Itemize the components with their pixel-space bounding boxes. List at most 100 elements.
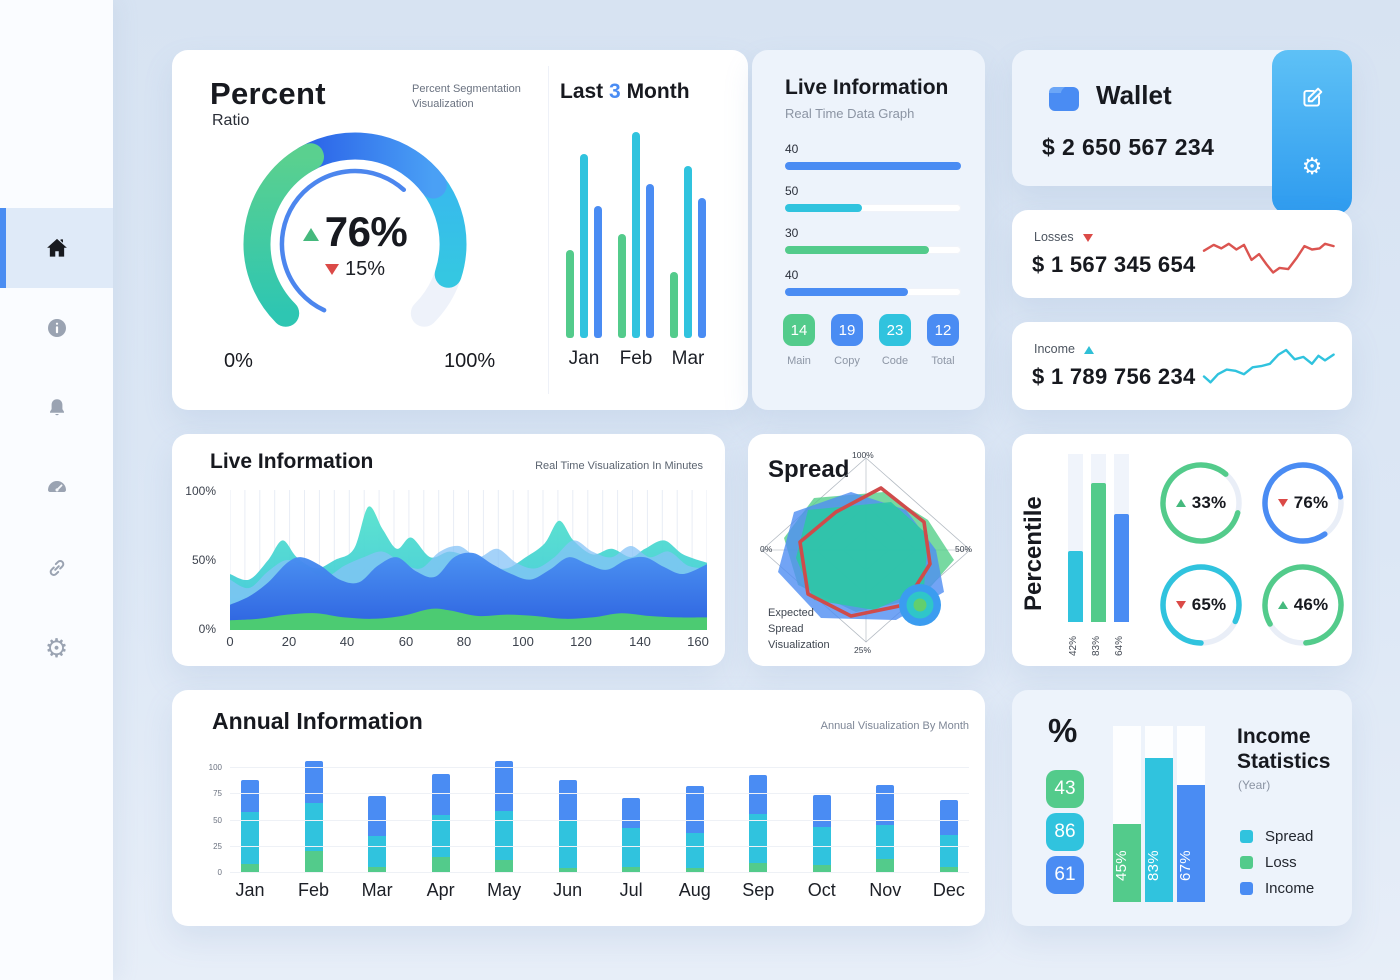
stack-segment-loss: [685, 867, 704, 872]
live-info-subtitle: Real Time Data Graph: [785, 106, 915, 121]
x-axis-label: Apr: [426, 880, 455, 900]
stack-segment-loss: [558, 867, 577, 872]
progress-fill: [785, 204, 863, 212]
stack-segment-loss: [304, 851, 323, 872]
annual-column-oct: Oct: [802, 754, 842, 900]
sidebar-item-notifications[interactable]: [0, 368, 113, 448]
stack-segment-spread: [304, 802, 323, 851]
stack-segment-spread: [812, 826, 831, 865]
legend-item-income: Income: [1240, 880, 1314, 897]
percent-card-title: Percent: [210, 76, 326, 111]
x-axis-tick: 160: [687, 634, 709, 649]
stack-segment-loss: [368, 866, 387, 872]
annual-column-apr: Apr: [421, 754, 461, 900]
progress-row: 50: [785, 184, 961, 212]
caption-line: Visualization: [768, 638, 830, 651]
stack-segment-spread: [622, 827, 641, 867]
bar-stack: [241, 779, 259, 872]
sidebar-item-home[interactable]: [0, 208, 113, 288]
sidebar-items: ⚙: [0, 208, 113, 688]
bar: [594, 206, 602, 338]
progress-fill: [785, 246, 930, 254]
losses-card: Losses $ 1 567 345 654: [1012, 210, 1352, 298]
mini-bar-track: [1091, 454, 1106, 622]
sidebar-item-links[interactable]: [0, 528, 113, 608]
stack-segment-income: [685, 785, 704, 834]
stack-segment-spread: [431, 815, 450, 858]
y-axis-tick: 0: [217, 868, 222, 877]
badge-label: Total: [931, 355, 955, 367]
sidebar-item-dashboard[interactable]: [0, 448, 113, 528]
bar: [632, 132, 640, 338]
last-3-month-title: Last 3 Month: [560, 80, 690, 104]
income-label-text: Income: [1034, 342, 1075, 356]
edit-icon: [1303, 87, 1323, 107]
ring-value: 76%: [1260, 460, 1346, 546]
caption-line: Expected: [768, 607, 814, 619]
bar-group-mar: [666, 166, 710, 338]
title-word-3: 3: [609, 80, 621, 103]
live-information-card: Live Information Real Time Data Graph 40…: [752, 50, 985, 410]
annual-column-sep: Sep: [738, 754, 778, 900]
ring-value: 46%: [1260, 562, 1346, 648]
stack-segment-spread: [685, 833, 704, 868]
live-area-title: Live Information: [210, 450, 374, 473]
title-word-month: Month: [626, 80, 690, 103]
stack-segment-spread: [368, 836, 387, 867]
percentile-title: Percentile: [1020, 496, 1047, 612]
percent-card-caption: Percent Segmentation Visualization: [412, 83, 521, 111]
settings-button[interactable]: ⚙: [1294, 148, 1330, 184]
progress-fill: [785, 288, 909, 296]
edit-button[interactable]: [1294, 80, 1330, 116]
losses-sparkline-chart: [1202, 242, 1335, 274]
percent-badge: 61: [1046, 856, 1084, 894]
up-arrow-icon: [1084, 345, 1095, 354]
bar: [684, 166, 692, 338]
bar: [670, 272, 678, 338]
stat-badge-total: 12 Total: [926, 314, 960, 367]
percentile-mini-bars: [1068, 454, 1129, 622]
bar: [618, 234, 626, 338]
stack-segment-loss: [431, 857, 450, 872]
y-axis-tick: 50: [213, 816, 222, 825]
annual-column-jul: Jul: [611, 754, 651, 900]
gridline: [230, 820, 969, 821]
percent-card-subtitle: Ratio: [212, 112, 250, 129]
badge-value: 19: [831, 314, 863, 346]
sidebar-item-info[interactable]: [0, 288, 113, 368]
wallet-icon: [1048, 84, 1080, 117]
income-amount: $ 1 789 756 234: [1032, 364, 1196, 389]
gridline: [230, 846, 969, 847]
stat-bar-fill: 45%: [1113, 824, 1141, 902]
percent-ratio-card: Percent Ratio Percent Segmentation Visua…: [172, 50, 748, 410]
income-stats-subtitle: (Year): [1238, 778, 1271, 792]
x-axis-label: Feb: [298, 880, 330, 900]
percentile-card: Percentile 42% 83% 64% 33% 76% 65%: [1012, 434, 1352, 666]
wallet-card: Wallet $ 2 650 567 234 ⚙: [1012, 50, 1352, 214]
income-stats-badges: 43 86 61: [1046, 770, 1084, 899]
sidebar-item-settings[interactable]: ⚙: [0, 608, 113, 688]
stat-badge-main: 14 Main: [782, 314, 816, 367]
annual-bars: Jan Feb Mar Apr May Jun Jul Aug Sep Oct Nov Dec: [230, 754, 969, 900]
radar-axis-right: 50%: [955, 544, 973, 554]
live-info-title: Live Information: [785, 76, 949, 99]
radar-axis-bottom: 25%: [854, 645, 872, 655]
live-area-chart: [229, 490, 708, 635]
progress-row: 40: [785, 268, 961, 296]
x-axis-label: Jan: [568, 348, 600, 369]
losses-amount: $ 1 567 345 654: [1032, 252, 1196, 277]
legend-label: Loss: [1265, 854, 1297, 871]
stat-bar-label: 83%: [1145, 850, 1162, 882]
gauge-max-label: 100%: [444, 350, 496, 372]
income-sparkline-chart: [1202, 348, 1335, 384]
progress-label: 40: [785, 142, 799, 156]
progress-label: 50: [785, 184, 799, 198]
badge-label: Code: [881, 355, 909, 367]
legend-swatch: [1240, 830, 1253, 843]
badge-label: Copy: [834, 355, 860, 367]
live-area-card: Live Information Real Time Visualization…: [172, 434, 725, 666]
live-progress-bars: 40 50 30 40: [785, 142, 961, 310]
x-axis-label: Sep: [742, 880, 775, 900]
spread-card: Spread 100% 50% 25% 0% Expected Spread V…: [748, 434, 985, 666]
income-stats-bar-chart: 45% 83% 67%: [1113, 726, 1205, 902]
